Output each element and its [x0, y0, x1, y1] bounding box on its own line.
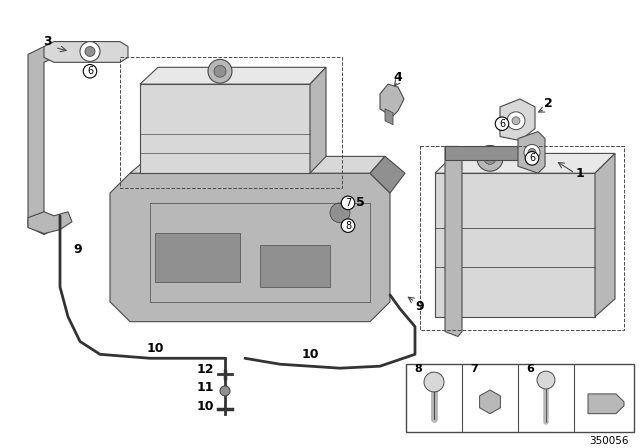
Text: 9: 9: [74, 243, 83, 256]
Polygon shape: [370, 156, 405, 193]
Polygon shape: [44, 42, 128, 62]
Polygon shape: [140, 67, 326, 84]
Text: 5: 5: [356, 196, 364, 209]
Text: 8: 8: [345, 221, 351, 231]
Polygon shape: [140, 84, 310, 173]
Circle shape: [524, 145, 540, 160]
Text: 9: 9: [416, 300, 424, 313]
Text: 10: 10: [147, 342, 164, 355]
Text: 1: 1: [575, 167, 584, 180]
Polygon shape: [435, 153, 615, 173]
Circle shape: [507, 112, 525, 129]
Polygon shape: [385, 109, 393, 125]
Text: 2: 2: [543, 97, 552, 110]
Polygon shape: [28, 47, 54, 235]
Polygon shape: [435, 173, 595, 317]
Circle shape: [528, 148, 536, 156]
Polygon shape: [445, 146, 462, 336]
Text: 10: 10: [196, 400, 214, 413]
Circle shape: [208, 60, 232, 83]
Circle shape: [214, 65, 226, 77]
Circle shape: [477, 146, 503, 171]
Polygon shape: [310, 67, 326, 173]
Text: 6: 6: [529, 153, 535, 164]
Polygon shape: [500, 99, 535, 141]
Polygon shape: [518, 132, 545, 173]
Text: 10: 10: [301, 348, 319, 361]
Polygon shape: [380, 84, 404, 117]
Circle shape: [424, 372, 444, 392]
Polygon shape: [260, 246, 330, 287]
Text: 6: 6: [87, 66, 93, 76]
Text: 7: 7: [345, 198, 351, 208]
Bar: [120, 57, 342, 188]
Text: 3: 3: [44, 35, 52, 48]
Polygon shape: [445, 146, 530, 160]
Polygon shape: [479, 390, 500, 414]
Polygon shape: [130, 156, 385, 173]
Text: 350056: 350056: [589, 436, 629, 447]
Circle shape: [330, 203, 350, 223]
Circle shape: [512, 117, 520, 125]
Text: 12: 12: [196, 363, 214, 376]
Text: 6: 6: [499, 119, 505, 129]
Bar: [420, 146, 624, 330]
Bar: [406, 364, 634, 431]
Text: 11: 11: [196, 381, 214, 395]
Polygon shape: [595, 153, 615, 317]
Circle shape: [85, 47, 95, 56]
Text: 6: 6: [526, 364, 534, 374]
Polygon shape: [28, 212, 72, 233]
Circle shape: [220, 386, 230, 396]
Polygon shape: [110, 173, 390, 322]
Polygon shape: [155, 233, 240, 282]
Circle shape: [537, 371, 555, 389]
Circle shape: [484, 152, 496, 164]
Circle shape: [80, 42, 100, 61]
Text: 4: 4: [394, 71, 403, 84]
Text: 8: 8: [414, 364, 422, 374]
Text: 7: 7: [470, 364, 477, 374]
Polygon shape: [588, 394, 624, 414]
